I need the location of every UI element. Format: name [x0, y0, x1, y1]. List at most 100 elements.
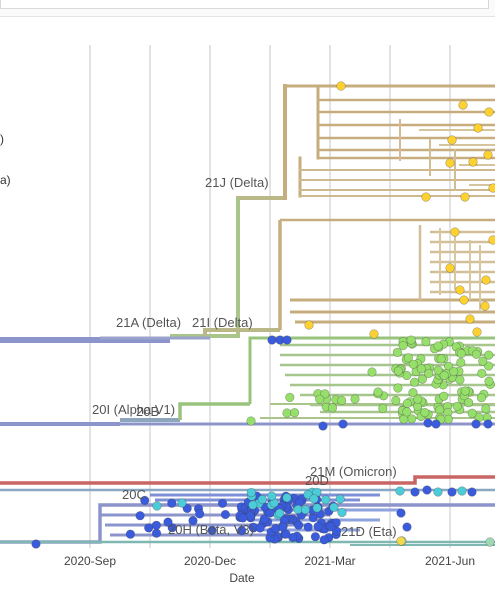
- delta-tip[interactable]: [447, 135, 457, 145]
- basal-stem[interactable]: [0, 336, 210, 343]
- alpha-tip[interactable]: [424, 368, 434, 379]
- delta-tip[interactable]: [445, 158, 455, 168]
- beta-tip[interactable]: [396, 508, 406, 518]
- cyan-tip[interactable]: [337, 507, 347, 518]
- beta-tip[interactable]: [423, 418, 433, 428]
- alpha-tip[interactable]: [456, 357, 466, 368]
- alpha-tip[interactable]: [452, 401, 462, 412]
- delta-tip[interactable]: [465, 314, 475, 324]
- alpha-tip[interactable]: [337, 395, 347, 406]
- alpha-tip[interactable]: [413, 394, 423, 404]
- alpha-tip[interactable]: [391, 395, 401, 406]
- beta-tip[interactable]: [259, 514, 269, 524]
- alpha-tip[interactable]: [476, 393, 487, 403]
- delta-tip[interactable]: [472, 327, 482, 337]
- alpha-tip[interactable]: [402, 407, 412, 417]
- beta-tip[interactable]: [144, 523, 154, 533]
- beta-tip[interactable]: [410, 487, 420, 497]
- delta-tip[interactable]: [336, 81, 346, 91]
- cyan-tip[interactable]: [312, 503, 322, 513]
- cyan-tip[interactable]: [282, 493, 292, 503]
- clade-21M-branch[interactable]: [0, 475, 495, 485]
- beta-tip[interactable]: [167, 498, 177, 508]
- alpha-tip[interactable]: [246, 416, 256, 426]
- cyan-tip[interactable]: [329, 502, 339, 512]
- cyan-tip[interactable]: [267, 491, 277, 501]
- beta-tip[interactable]: [332, 526, 342, 536]
- cyan-tip[interactable]: [275, 508, 285, 518]
- beta-tip[interactable]: [313, 521, 323, 532]
- delta-tip[interactable]: [304, 320, 314, 330]
- beta-tip[interactable]: [151, 520, 161, 530]
- delta-tip[interactable]: [445, 263, 455, 273]
- alpha-tip[interactable]: [420, 408, 430, 418]
- beta-tip[interactable]: [265, 508, 275, 518]
- alpha-tip[interactable]: [408, 359, 418, 369]
- alpha-tip[interactable]: [320, 389, 330, 399]
- alpha-tip[interactable]: [433, 341, 443, 351]
- beta-tip[interactable]: [338, 419, 348, 429]
- beta-tip[interactable]: [278, 522, 288, 532]
- alpha-tip[interactable]: [367, 367, 377, 377]
- alpha-tip[interactable]: [327, 403, 338, 413]
- eta-tip[interactable]: [485, 537, 495, 547]
- alpha-tip[interactable]: [464, 398, 474, 408]
- beta-tip[interactable]: [238, 513, 248, 523]
- delta-tip[interactable]: [473, 123, 483, 133]
- cyan-tip[interactable]: [177, 498, 187, 508]
- beta-tip[interactable]: [471, 419, 481, 429]
- delta-tip[interactable]: [369, 329, 379, 339]
- beta-tip[interactable]: [207, 525, 217, 536]
- beta-tip[interactable]: [467, 487, 477, 497]
- alpha-tip[interactable]: [350, 394, 360, 404]
- alpha-tip[interactable]: [410, 377, 420, 387]
- clade-21A-stem[interactable]: [170, 198, 240, 338]
- beta-tip[interactable]: [135, 511, 145, 521]
- alpha-tip[interactable]: [421, 337, 431, 347]
- alpha-tip[interactable]: [471, 349, 482, 359]
- cyan-tip[interactable]: [246, 487, 256, 498]
- cyan-tip[interactable]: [152, 501, 162, 511]
- delta-tip[interactable]: [484, 107, 494, 117]
- beta-tip[interactable]: [402, 522, 412, 532]
- beta-tip[interactable]: [163, 517, 173, 527]
- alpha-tip[interactable]: [392, 347, 403, 358]
- beta-tip[interactable]: [303, 522, 313, 532]
- alpha-tip[interactable]: [417, 374, 428, 384]
- alpha-tip[interactable]: [460, 386, 470, 396]
- beta-tip[interactable]: [267, 335, 277, 345]
- clade-21I-branches[interactable]: [203, 218, 495, 336]
- beta-tip[interactable]: [255, 523, 265, 533]
- cyan-tip[interactable]: [300, 505, 311, 515]
- alpha-tip[interactable]: [484, 361, 494, 371]
- cyan-tip[interactable]: [433, 487, 443, 497]
- beta-tip[interactable]: [294, 520, 304, 530]
- alpha-tip[interactable]: [403, 353, 413, 363]
- alpha-tip[interactable]: [373, 387, 383, 397]
- cyan-tip[interactable]: [457, 486, 467, 496]
- alpha-tip[interactable]: [449, 367, 459, 377]
- beta-tip[interactable]: [318, 421, 328, 431]
- beta-tip[interactable]: [31, 539, 41, 549]
- delta-tip[interactable]: [480, 301, 490, 311]
- alpha-tip[interactable]: [484, 350, 494, 360]
- alpha-tip[interactable]: [439, 391, 449, 401]
- alpha-tip[interactable]: [398, 340, 408, 351]
- beta-tip[interactable]: [151, 528, 162, 538]
- clade-21J-branches[interactable]: [236, 84, 495, 200]
- delta-tip[interactable]: [458, 100, 468, 110]
- beta-tip[interactable]: [237, 525, 247, 536]
- alpha-tip[interactable]: [378, 403, 388, 413]
- delta-tip[interactable]: [421, 192, 431, 202]
- beta-tip[interactable]: [483, 419, 493, 429]
- eta-tip[interactable]: [396, 536, 406, 546]
- delta-tip[interactable]: [460, 192, 470, 202]
- beta-tip[interactable]: [282, 335, 292, 345]
- beta-tip[interactable]: [220, 509, 230, 520]
- delta-tip[interactable]: [459, 295, 469, 305]
- beta-tip[interactable]: [447, 487, 457, 497]
- alpha-tip[interactable]: [467, 408, 477, 418]
- beta-tip[interactable]: [125, 529, 135, 539]
- beta-tip[interactable]: [319, 535, 329, 545]
